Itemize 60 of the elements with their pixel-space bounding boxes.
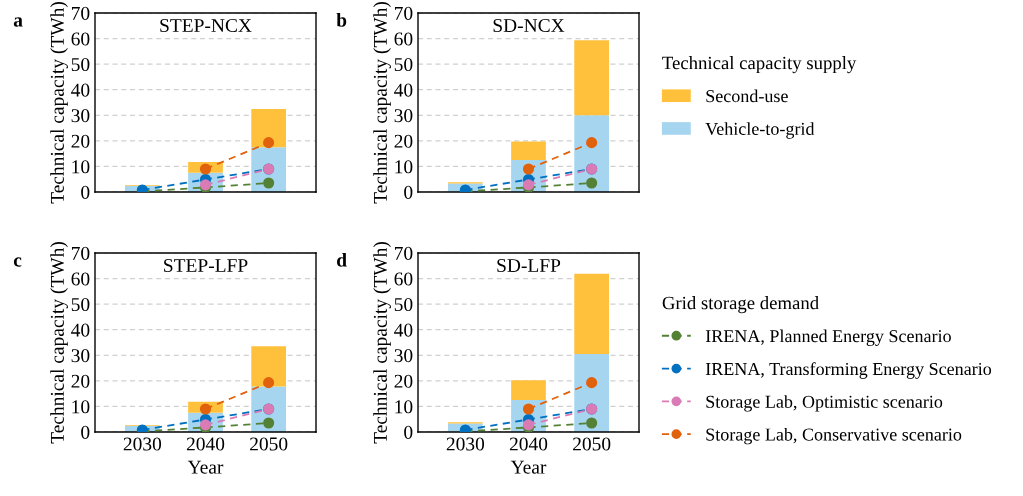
y-tick-label: 70 bbox=[71, 6, 90, 20]
y-tick-label: 30 bbox=[71, 349, 90, 363]
y-tick-label: 10 bbox=[72, 160, 90, 174]
y-tick-label: 20 bbox=[71, 134, 90, 148]
y-tick-label: 50 bbox=[394, 57, 413, 72]
y-tick-label: 40 bbox=[394, 83, 413, 97]
text: d bbox=[337, 253, 347, 267]
y-tick-label: 60 bbox=[71, 272, 90, 286]
y-tick-label: 20 bbox=[71, 374, 90, 388]
y-tick-label: 50 bbox=[71, 297, 90, 312]
legend-title: Technical capacity supply bbox=[662, 56, 857, 74]
x-tick-label: 2040 bbox=[186, 437, 225, 451]
y-axis-title: Technical capacity (TWh) bbox=[50, 242, 68, 444]
y-tick-label: 40 bbox=[71, 83, 90, 97]
legend-label: IRENA, Planned Energy Scenario bbox=[705, 329, 951, 346]
x-tick-label: 2050 bbox=[573, 437, 611, 451]
x-tick-label: 2030 bbox=[123, 437, 162, 451]
y-tick-label: 10 bbox=[395, 400, 413, 414]
y-tick-label: 10 bbox=[395, 160, 413, 174]
y-axis-title: Technical capacity (TWh) bbox=[373, 2, 391, 204]
y-tick-label: 60 bbox=[71, 32, 90, 46]
chart-title: SD-LFP bbox=[497, 258, 561, 273]
y-tick-label: 20 bbox=[394, 374, 413, 388]
x-tick-label: 2040 bbox=[509, 437, 548, 451]
chart-title: SD-NCX bbox=[493, 18, 565, 33]
y-tick-label: 50 bbox=[71, 57, 90, 72]
y-tick-label: 60 bbox=[394, 32, 413, 46]
legend-label: Vehicle-to-grid bbox=[705, 122, 815, 139]
y-tick-label: 40 bbox=[71, 323, 90, 337]
legend-label: Storage Lab, Conservative scenario bbox=[706, 427, 962, 445]
y-tick-label: 30 bbox=[394, 109, 413, 123]
y-tick-label: 30 bbox=[71, 109, 90, 123]
y-tick-label: 40 bbox=[394, 323, 413, 337]
legend-label: IRENA, Transforming Energy Scenario bbox=[705, 362, 992, 379]
y-tick-label: 0 bbox=[81, 425, 90, 439]
chart-title: STEP-NCX bbox=[160, 18, 252, 33]
y-tick-label: 70 bbox=[71, 246, 90, 260]
text: b bbox=[336, 13, 347, 27]
y-tick-label: 60 bbox=[394, 272, 413, 286]
legend-title: Grid storage demand bbox=[662, 296, 819, 314]
y-tick-label: 20 bbox=[394, 134, 413, 148]
x-axis-title: Year bbox=[187, 460, 224, 474]
legend-label: Second-use bbox=[706, 89, 788, 103]
x-tick-label: 2030 bbox=[446, 437, 485, 451]
text: c bbox=[13, 257, 22, 267]
legend-label: Storage Lab, Optimistic scenario bbox=[706, 395, 943, 412]
chart-title: STEP-LFP bbox=[164, 258, 248, 273]
y-axis-title: Technical capacity (TWh) bbox=[373, 242, 391, 444]
y-tick-label: 70 bbox=[394, 6, 413, 20]
y-tick-label: 30 bbox=[394, 349, 413, 363]
y-tick-label: 0 bbox=[404, 185, 413, 199]
y-tick-label: 70 bbox=[394, 246, 413, 260]
y-tick-label: 50 bbox=[394, 297, 413, 312]
y-tick-label: 0 bbox=[81, 185, 90, 199]
text: a bbox=[13, 17, 23, 27]
y-tick-label: 0 bbox=[404, 425, 413, 439]
y-tick-label: 10 bbox=[72, 400, 90, 414]
x-tick-label: 2050 bbox=[250, 437, 288, 451]
y-axis-title: Technical capacity (TWh) bbox=[50, 2, 68, 204]
x-axis-title: Year bbox=[510, 460, 547, 474]
